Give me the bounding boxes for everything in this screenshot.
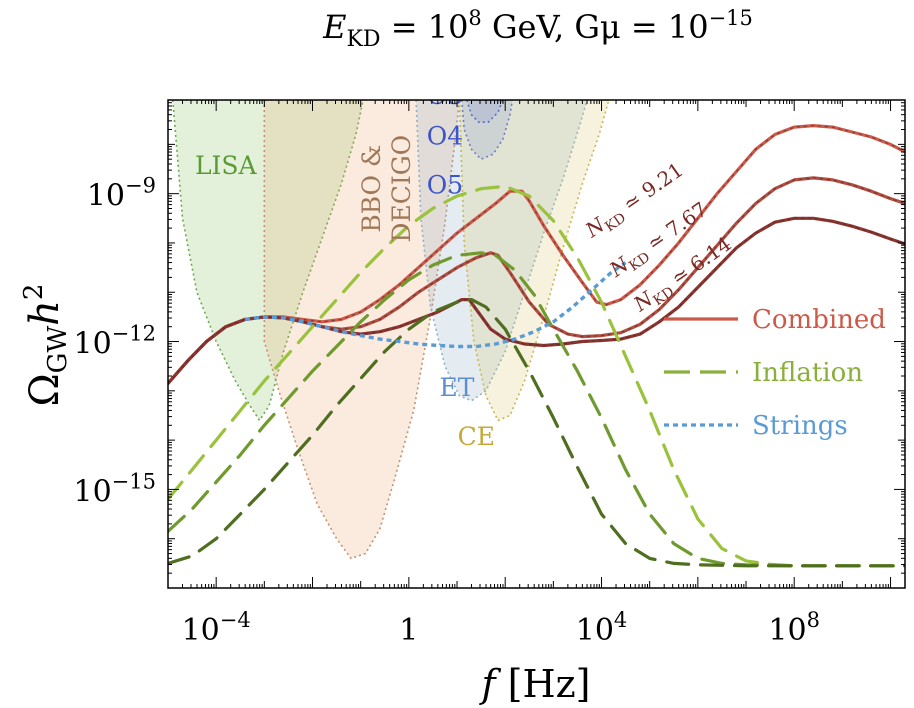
y-tick-label: 10−9	[87, 174, 156, 214]
label-o3: O3	[427, 81, 463, 110]
x-tick-label: 104	[576, 608, 628, 648]
series-inflation-7-67	[168, 251, 905, 568]
x-axis-title: f [Hz]	[479, 662, 591, 706]
series-strings	[244, 261, 627, 349]
series-overlay-combined-7-67	[168, 177, 905, 384]
legend-label-combined: Combined	[752, 305, 886, 335]
axis-ticks: 10−4 1 104 108 10−9 10−12 10−15	[73, 100, 905, 648]
region-o4	[460, 100, 514, 161]
region-bbo-decigo	[263, 100, 461, 560]
label-lisa: LISA	[195, 151, 258, 180]
data-series	[168, 124, 905, 568]
region-lisa	[171, 100, 364, 422]
label-o4: O4	[427, 121, 463, 150]
label-et: ET	[440, 373, 475, 402]
legend: Combined Inflation Strings	[664, 305, 886, 441]
label-o5: O5	[427, 171, 463, 200]
y-axis-title: ΩGWh2	[19, 284, 73, 407]
y-tick-label: 10−12	[73, 322, 156, 362]
region-o5	[465, 100, 504, 123]
x-tick-label: 10−4	[182, 608, 251, 648]
chart-title: EKD = 108 GeV, Gμ = 10−15	[322, 6, 753, 52]
series-inflation-6-14	[168, 298, 905, 568]
legend-label-inflation: Inflation	[752, 358, 863, 388]
label-ce: CE	[458, 422, 495, 451]
x-tick-label: 108	[768, 608, 820, 648]
series-overlay-combined-9-21	[168, 124, 905, 384]
detector-regions	[171, 100, 610, 560]
y-tick-label: 10−15	[73, 469, 156, 509]
region-ce	[458, 100, 610, 422]
label-bbo-decigo: BBO &DECIGO	[357, 135, 416, 243]
region-et	[415, 100, 588, 402]
legend-label-strings: Strings	[752, 411, 848, 441]
x-tick-label: 1	[399, 613, 418, 648]
